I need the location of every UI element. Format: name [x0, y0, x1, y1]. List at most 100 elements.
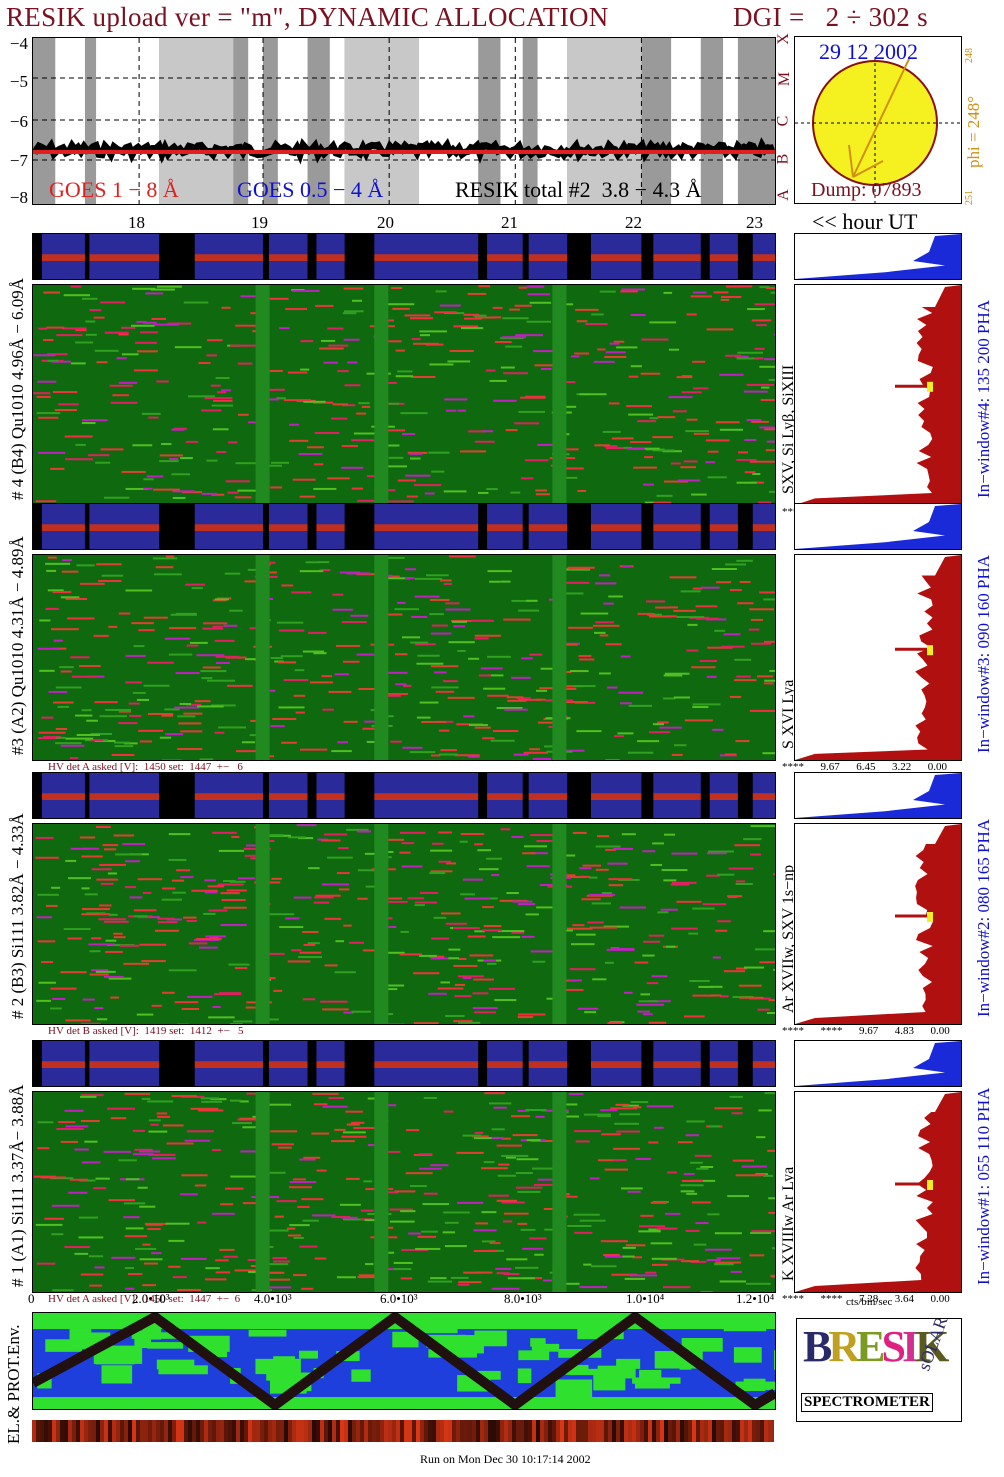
spectrogram-pixel — [147, 1100, 174, 1103]
spectrogram-pixel — [474, 634, 501, 637]
spectrogram-pixel — [633, 466, 658, 469]
env-strip-cell — [384, 1420, 388, 1442]
detector-strip-3 — [32, 503, 776, 550]
spectrogram-pixel — [570, 943, 595, 946]
spectrogram-pixel — [114, 745, 134, 748]
env-strip-cell — [300, 1420, 304, 1442]
spectrogram-pixel — [413, 972, 440, 975]
spectrogram-pixel — [737, 602, 754, 605]
spectrogram-pixel — [334, 1128, 346, 1131]
spectrogram-pixel — [444, 398, 468, 401]
spectrogram-pixel — [389, 1220, 415, 1223]
spectrogram-pixel — [443, 582, 453, 585]
spectrogram-pixel — [268, 913, 295, 916]
spectrogram-pixel — [763, 930, 775, 933]
spectrogram-pixel — [450, 1276, 469, 1279]
spectrogram-pixel — [141, 960, 166, 963]
spectrogram-pixel — [122, 843, 146, 846]
env-zone-blob — [634, 1380, 670, 1389]
spectrogram-pixel — [626, 405, 652, 408]
env-strip-cell — [144, 1420, 148, 1442]
spectrogram-pixel — [694, 1154, 712, 1157]
strip-gap — [159, 1041, 195, 1086]
spectrogram-pixel — [395, 683, 407, 686]
spectrogram-pixel — [294, 669, 305, 672]
spectrogram-pixel — [605, 961, 614, 964]
spectrogram-pixel — [486, 488, 498, 491]
env-strip-cell — [512, 1420, 516, 1442]
spectrogram-pixel — [599, 574, 611, 577]
spectrogram-pixel — [292, 1178, 306, 1181]
spectrogram-pixel — [334, 673, 349, 676]
spectrogram-pixel — [301, 1287, 314, 1290]
spectrogram-pixel — [299, 1158, 316, 1161]
spectrogram-pixel — [344, 384, 361, 387]
dump-number: Dump: 07893 — [811, 179, 922, 201]
spectrogram-pixel — [289, 423, 299, 426]
spectrogram-pixel — [604, 445, 618, 448]
env-strip-plot — [32, 1420, 774, 1442]
spectrogram-pixel — [650, 863, 662, 866]
spectrogram-pixel — [673, 696, 690, 699]
spectrogram-pixel — [385, 1268, 412, 1271]
env-strip-cell — [68, 1420, 72, 1442]
env-strip-cell — [756, 1420, 760, 1442]
spectrogram-pixel — [164, 637, 191, 640]
spectrogram-pixel — [623, 991, 633, 994]
spectrogram-pixel — [640, 993, 650, 996]
env-strip-cell — [312, 1420, 316, 1442]
spectrogram-pixel — [387, 465, 408, 468]
env-strip-cell — [32, 1420, 36, 1442]
spectrogram-pixel — [757, 1008, 770, 1011]
spectrogram-pixel — [692, 994, 717, 997]
spectrogram-pixel — [180, 876, 194, 879]
spectrogram-pixel — [157, 921, 178, 924]
spectrogram-pixel — [492, 936, 521, 939]
spectrogram-pixel — [535, 698, 546, 701]
spectrogram-pixel — [473, 1229, 497, 1232]
strip-gap — [522, 234, 529, 279]
spectrogram-pixel — [517, 1016, 534, 1019]
spectrogram-pixel — [82, 847, 100, 850]
spectrogram-pixel — [99, 904, 112, 907]
env-strip-cell — [116, 1420, 120, 1442]
pha-tick: **** — [782, 1025, 804, 1037]
spectrogram-pixel — [735, 740, 750, 743]
env-strip-cell — [168, 1420, 172, 1442]
spectrogram-pixel — [299, 951, 322, 954]
strip-gap — [478, 773, 488, 818]
spectrogram-pixel — [314, 1257, 327, 1260]
spectrogram-pixel — [771, 1247, 775, 1250]
env-zone-blob — [147, 1342, 184, 1349]
spectrogram-pixel — [399, 953, 423, 956]
spectrogram-pixel — [218, 726, 247, 729]
spectrogram-pixel — [458, 1021, 481, 1024]
spectrogram-pixel — [350, 614, 369, 617]
spectrogram-pixel — [55, 742, 82, 745]
time-axis-tick: 4.0•10³ — [254, 1291, 292, 1306]
spectrogram-pixel — [43, 291, 60, 294]
spectrogram-pixel — [286, 1227, 296, 1230]
spectrogram-pixel — [104, 975, 124, 978]
spectrogram-pixel — [218, 849, 245, 852]
env-strip-cell — [576, 1420, 580, 1442]
spectrogram-pixel — [411, 375, 436, 378]
spectrogram-pixel — [483, 959, 497, 962]
spectrogram-pixel — [123, 1202, 146, 1205]
spectrogram-pixel — [594, 631, 606, 634]
spectrogram-pixel — [75, 329, 87, 332]
env-zone-blob — [555, 1379, 593, 1399]
spectrogram-pixel — [449, 349, 474, 352]
env-zone-blob — [205, 1346, 228, 1358]
spectrogram-pixel — [273, 989, 283, 992]
spectrogram-pixel — [686, 313, 697, 316]
spectrogram-pixel — [342, 404, 356, 407]
spectrogram-pixel — [751, 1230, 775, 1233]
spectrogram-pixel — [515, 334, 543, 337]
strip-gap — [567, 1041, 591, 1086]
env-zone-blob — [392, 1331, 419, 1348]
env-zone-blob — [131, 1332, 181, 1339]
spectrogram-pixel — [308, 867, 320, 870]
spectrogram-pixel — [91, 969, 109, 972]
spectrogram-pixel — [693, 387, 709, 390]
